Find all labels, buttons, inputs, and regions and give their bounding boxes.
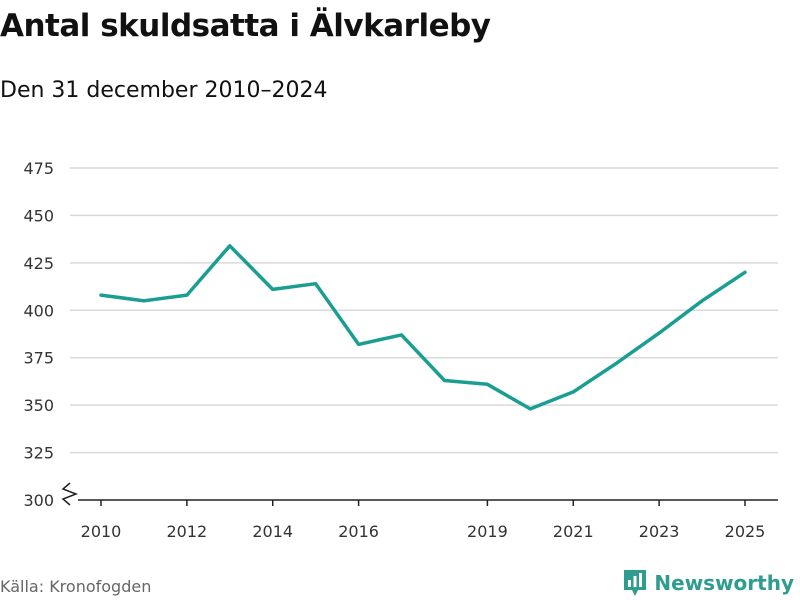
x-axis bbox=[70, 499, 778, 506]
x-tick-labels: 2010 2012 2014 2016 2019 2021 2023 2025 bbox=[81, 522, 766, 541]
y-tick-label: 425 bbox=[23, 254, 54, 273]
axis-break-icon bbox=[60, 482, 79, 506]
x-tick-label: 2016 bbox=[338, 522, 379, 541]
newsworthy-logo-icon bbox=[624, 570, 647, 596]
x-tick-label: 2021 bbox=[553, 522, 594, 541]
y-tick-label: 375 bbox=[23, 349, 54, 368]
source-note: Källa: Kronofogden bbox=[0, 577, 152, 596]
brand-name: Newsworthy bbox=[654, 571, 794, 595]
y-tick-label: 475 bbox=[23, 159, 54, 178]
y-tick-label: 450 bbox=[23, 206, 54, 225]
brand[interactable]: Newsworthy bbox=[622, 568, 794, 598]
x-tick-label: 2025 bbox=[725, 522, 766, 541]
y-tick-labels: 300 325 350 375 400 425 450 475 bbox=[23, 159, 54, 510]
chart-subtitle: Den 31 december 2010–2024 bbox=[0, 78, 328, 103]
y-tick-label: 400 bbox=[23, 301, 54, 320]
y-tick-label: 300 bbox=[23, 491, 54, 510]
grid-lines bbox=[70, 167, 778, 454]
series bbox=[99, 244, 747, 411]
chart-title: Antal skuldsatta i Älvkarleby bbox=[0, 8, 491, 44]
series-line bbox=[99, 244, 747, 411]
x-tick-label: 2010 bbox=[81, 522, 122, 541]
x-tick-label: 2012 bbox=[167, 522, 208, 541]
x-tick-label: 2019 bbox=[467, 522, 508, 541]
x-tick-label: 2023 bbox=[639, 522, 680, 541]
y-tick-label: 350 bbox=[23, 396, 54, 415]
x-tick-label: 2014 bbox=[252, 522, 293, 541]
y-tick-label: 325 bbox=[23, 444, 54, 463]
